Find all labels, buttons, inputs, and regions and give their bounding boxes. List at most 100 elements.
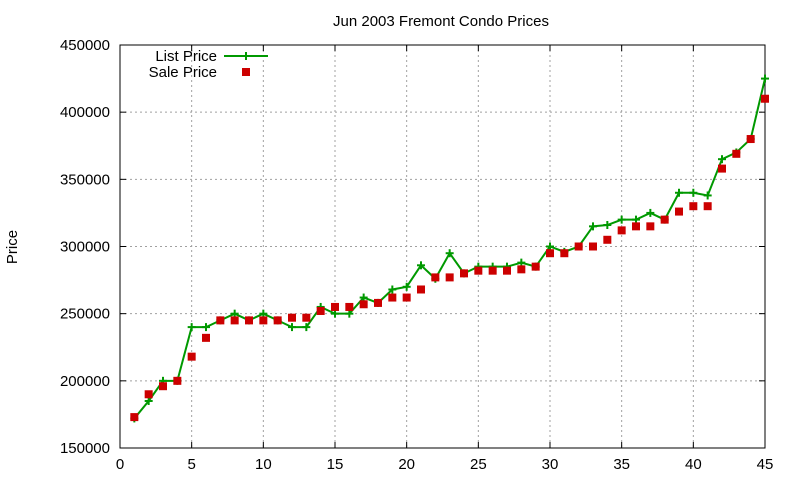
x-tick-label: 30 bbox=[542, 456, 559, 473]
list-price-point bbox=[617, 215, 626, 224]
sale-price-point bbox=[574, 242, 583, 251]
list-price-point bbox=[144, 396, 153, 405]
series-line-list-price bbox=[133, 78, 766, 420]
sale-price-point bbox=[761, 94, 769, 103]
sale-price-point bbox=[617, 226, 626, 235]
list-price-point bbox=[388, 285, 397, 294]
axes: 0 5 10 15 20 25 30 35 40 45 150000 200000 250000 3000… bbox=[60, 37, 773, 473]
list-price-point bbox=[703, 191, 712, 200]
list-price-point bbox=[632, 215, 640, 224]
sale-price-point bbox=[531, 262, 540, 271]
sale-price-point bbox=[746, 135, 755, 144]
x-tick-label: 15 bbox=[327, 456, 344, 473]
sale-price-point bbox=[589, 242, 597, 251]
x-tick-label: 35 bbox=[613, 456, 630, 473]
sale-price-point bbox=[345, 302, 354, 311]
sale-price-point bbox=[460, 269, 468, 278]
sale-price-point bbox=[689, 202, 698, 211]
sale-price-point bbox=[732, 149, 741, 158]
sale-price-point bbox=[288, 313, 296, 322]
sale-price-point bbox=[646, 222, 655, 231]
list-price-point bbox=[546, 242, 554, 251]
sale-price-point bbox=[273, 316, 282, 325]
grid bbox=[120, 45, 765, 448]
list-price-point bbox=[718, 155, 726, 164]
y-tick-label: 450000 bbox=[60, 37, 110, 54]
y-tick-label: 150000 bbox=[60, 440, 110, 457]
list-price-point bbox=[288, 323, 296, 332]
list-price-point bbox=[646, 208, 655, 217]
sale-price-point bbox=[388, 293, 397, 302]
list-price-point bbox=[761, 74, 769, 83]
sale-price-point bbox=[302, 313, 311, 322]
sale-price-point bbox=[144, 390, 153, 399]
legend-swatch-square bbox=[242, 68, 250, 76]
sale-price-point bbox=[445, 273, 454, 282]
x-tick-label: 5 bbox=[187, 456, 195, 473]
sale-price-point bbox=[245, 316, 253, 325]
sale-price-point bbox=[632, 222, 640, 231]
sale-price-point bbox=[675, 207, 683, 216]
sale-price-point bbox=[560, 249, 569, 258]
sale-price-point bbox=[359, 300, 368, 309]
legend-label: Sale Price bbox=[149, 64, 217, 81]
sale-price-point bbox=[374, 298, 382, 307]
x-tick-label: 25 bbox=[470, 456, 487, 473]
list-price-point bbox=[402, 282, 411, 291]
x-tick-label: 10 bbox=[255, 456, 272, 473]
legend-label: List Price bbox=[155, 48, 217, 65]
list-price-point bbox=[202, 323, 210, 332]
x-tick-label: 0 bbox=[116, 456, 124, 473]
list-price-point bbox=[675, 188, 683, 197]
sale-price-point bbox=[503, 266, 511, 275]
sale-price-point bbox=[173, 376, 182, 385]
sale-price-point bbox=[546, 249, 554, 258]
sale-price-point bbox=[660, 215, 669, 224]
sale-price-point bbox=[187, 352, 196, 361]
list-price-point bbox=[517, 258, 526, 267]
sale-price-point bbox=[417, 285, 425, 294]
sale-price-point bbox=[517, 265, 526, 274]
x-tick-label: 20 bbox=[398, 456, 415, 473]
sale-price-point bbox=[202, 333, 210, 342]
y-tick-label: 200000 bbox=[60, 373, 110, 390]
list-price-point bbox=[603, 221, 612, 230]
list-price-point bbox=[689, 188, 698, 197]
sale-price-point bbox=[216, 316, 225, 325]
x-tick-label: 40 bbox=[685, 456, 702, 473]
sale-price-point bbox=[402, 293, 411, 302]
sale-price-point bbox=[488, 266, 497, 275]
plot-area bbox=[130, 74, 769, 423]
sale-price-point bbox=[474, 266, 483, 275]
y-tick-label: 250000 bbox=[60, 306, 110, 323]
sale-price-point bbox=[230, 316, 239, 325]
sale-price-point bbox=[130, 413, 139, 422]
list-price-point bbox=[589, 222, 597, 231]
list-price-point bbox=[417, 261, 425, 270]
list-price-point bbox=[445, 249, 454, 258]
list-price-point bbox=[331, 309, 339, 318]
y-axis-label: Price bbox=[4, 230, 21, 264]
list-price-point bbox=[187, 323, 196, 332]
sale-price-point bbox=[718, 164, 726, 173]
sale-price-point bbox=[159, 382, 167, 391]
list-price-point bbox=[359, 293, 368, 302]
sale-price-point bbox=[316, 306, 325, 315]
legend-swatch-plus bbox=[242, 52, 250, 60]
sale-price-point bbox=[703, 202, 712, 211]
y-tick-label: 300000 bbox=[60, 239, 110, 256]
sale-price-point bbox=[603, 235, 612, 244]
list-price-point bbox=[345, 309, 354, 318]
y-tick-label: 350000 bbox=[60, 171, 110, 188]
list-price-point bbox=[259, 309, 268, 318]
x-tick-label: 45 bbox=[757, 456, 774, 473]
chart-title: Jun 2003 Fremont Condo Prices bbox=[333, 13, 549, 30]
list-price-point bbox=[230, 309, 239, 318]
sale-price-point bbox=[259, 316, 268, 325]
sale-price-point bbox=[331, 302, 339, 311]
sale-price-point bbox=[431, 273, 440, 282]
y-tick-label: 400000 bbox=[60, 104, 110, 121]
list-price-point bbox=[302, 323, 311, 332]
